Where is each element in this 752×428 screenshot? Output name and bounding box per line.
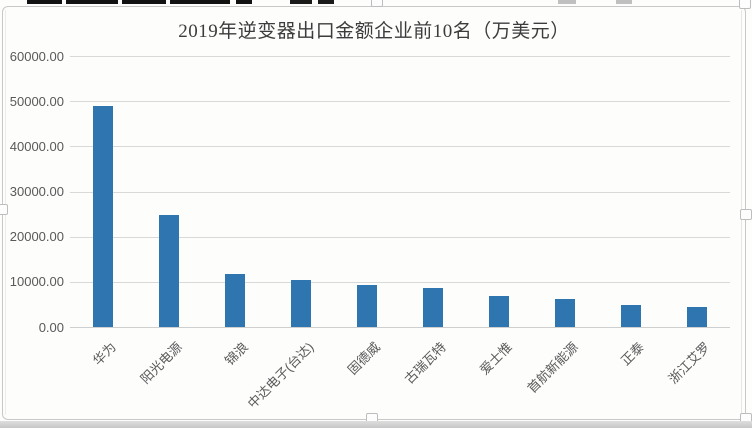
cropped-text-fragment: [122, 0, 166, 4]
gridline: [70, 327, 730, 328]
selection-handle-right-middle[interactable]: [740, 209, 752, 220]
y-tick-label: 40000.00: [9, 138, 64, 154]
y-tick-label: 50000.00: [9, 93, 64, 109]
cropped-text-remnant: [0, 0, 752, 6]
y-tick-label: 60000.00: [9, 48, 64, 64]
x-tick-label: 浙江艾罗: [665, 339, 713, 387]
bar-10: [687, 306, 707, 328]
selection-handle-left-middle[interactable]: [0, 204, 8, 215]
selection-handle-top-center[interactable]: [371, 0, 383, 7]
x-tick-label: 古瑞瓦特: [401, 339, 449, 387]
gridline: [70, 56, 730, 57]
y-tick-label: 20000.00: [9, 229, 64, 245]
x-tick-label: 中达电子(台达): [245, 339, 317, 412]
cropped-text-fragment: [616, 0, 632, 4]
bar-6: [423, 288, 443, 328]
gridline: [70, 281, 730, 283]
bar-8: [555, 298, 575, 328]
page-background-strip: [0, 421, 752, 428]
bar-1: [93, 106, 113, 328]
selection-handle-top-right[interactable]: [739, 0, 751, 9]
cropped-text-fragment: [290, 0, 312, 4]
y-tick-label: 0.00: [38, 319, 64, 335]
cropped-text-fragment: [236, 0, 252, 4]
cropped-text-fragment: [318, 0, 334, 4]
cropped-text-fragment: [170, 0, 230, 4]
cropped-text-fragment: [558, 0, 576, 4]
y-tick-label: 10000.00: [9, 274, 64, 290]
y-tick-label: 30000.00: [9, 184, 64, 199]
cropped-text-fragment: [66, 0, 118, 4]
bar-9: [621, 305, 641, 328]
x-tick-label: 首航新能源: [524, 339, 581, 396]
gridline: [70, 101, 730, 103]
x-tick-label: 固德威: [344, 339, 383, 378]
x-tick-label: 正泰: [617, 339, 647, 369]
bar-2: [159, 215, 179, 328]
bar-3: [225, 273, 245, 328]
x-tick-label: 华为: [89, 339, 119, 369]
chart-title: 2019年逆变器出口金额企业前10名（万美元）: [178, 21, 570, 42]
gridline: [70, 236, 730, 238]
bar-4: [291, 279, 311, 328]
x-tick-label: 爱士惟: [476, 339, 515, 378]
bar-5: [357, 285, 377, 328]
gridline: [70, 146, 730, 148]
gridline: [70, 191, 730, 193]
cropped-text-fragment: [27, 0, 62, 4]
x-tick-label: 阳光电源: [137, 339, 185, 387]
bar-7: [489, 296, 509, 328]
x-tick-label: 锦浪: [221, 339, 251, 369]
